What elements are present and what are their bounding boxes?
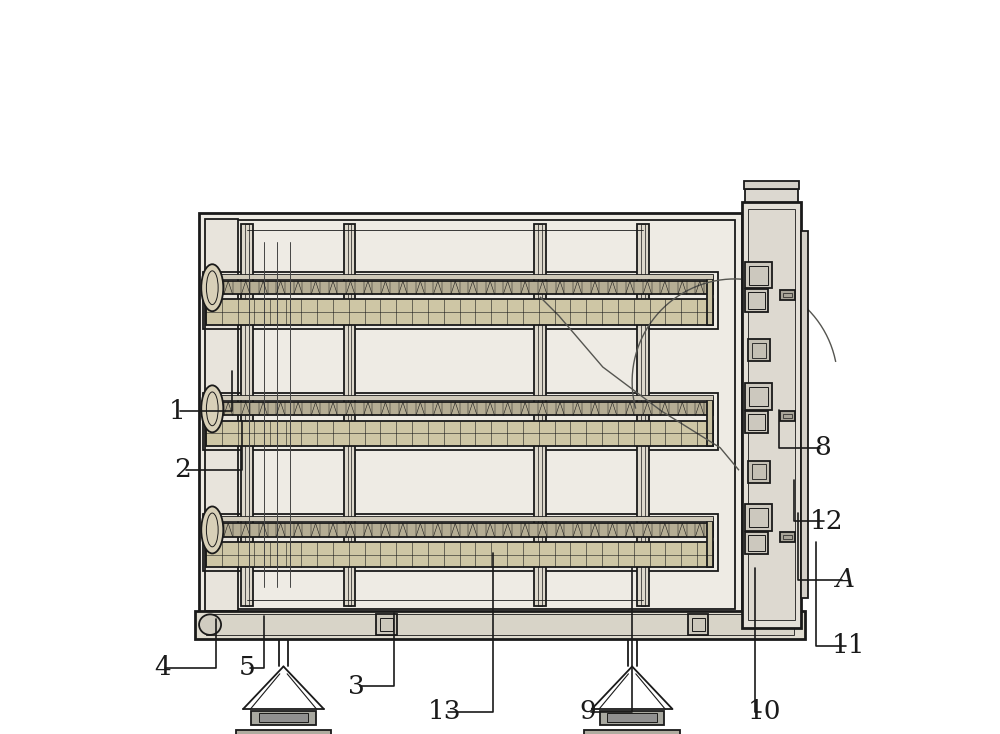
Bar <box>206 516 713 521</box>
Bar <box>206 281 713 294</box>
Text: 10: 10 <box>747 700 781 724</box>
Text: 3: 3 <box>348 674 365 699</box>
Bar <box>780 290 795 300</box>
Bar <box>206 274 713 279</box>
Bar <box>199 213 742 617</box>
Text: 9: 9 <box>580 700 596 724</box>
Bar <box>748 413 765 430</box>
Bar <box>783 414 792 418</box>
Text: 2: 2 <box>174 457 191 482</box>
Bar <box>688 614 708 635</box>
Ellipse shape <box>201 264 223 311</box>
Text: 4: 4 <box>154 655 171 680</box>
Bar <box>742 202 801 628</box>
Text: 12: 12 <box>810 509 843 534</box>
Bar <box>607 713 657 722</box>
Ellipse shape <box>201 385 223 432</box>
Bar <box>692 618 705 631</box>
Text: A: A <box>835 567 854 592</box>
Bar <box>745 289 768 312</box>
Bar <box>206 402 713 415</box>
Bar <box>205 219 238 611</box>
Bar <box>259 713 308 722</box>
Bar <box>745 410 768 433</box>
Bar <box>752 464 766 479</box>
Bar <box>251 711 316 725</box>
Bar <box>748 292 765 309</box>
Bar <box>744 181 799 189</box>
Bar <box>348 224 351 606</box>
Bar <box>206 299 713 325</box>
Bar <box>637 224 649 606</box>
Bar <box>203 514 718 571</box>
Bar <box>206 395 713 400</box>
Bar <box>600 711 664 725</box>
Bar <box>245 224 249 606</box>
Bar <box>206 421 713 446</box>
Text: 1: 1 <box>169 399 185 424</box>
Bar <box>707 277 713 325</box>
Bar <box>780 532 795 542</box>
Bar <box>749 387 768 406</box>
Bar <box>748 461 770 483</box>
Text: 11: 11 <box>832 633 865 658</box>
Bar <box>745 504 772 531</box>
Bar <box>203 272 718 329</box>
Bar <box>707 398 713 446</box>
Bar <box>344 224 355 606</box>
Bar <box>745 262 772 288</box>
Bar <box>783 535 792 539</box>
Bar <box>538 224 542 606</box>
Bar <box>376 614 397 635</box>
Text: 13: 13 <box>428 700 462 724</box>
Bar <box>801 231 808 598</box>
Bar <box>584 730 680 734</box>
Bar <box>195 611 805 639</box>
Bar <box>752 344 766 358</box>
Bar <box>236 730 331 734</box>
Bar <box>534 224 546 606</box>
Bar <box>745 531 768 554</box>
Bar <box>749 266 768 285</box>
Bar <box>748 339 770 362</box>
Bar <box>748 534 765 551</box>
Bar <box>203 393 718 450</box>
Bar <box>749 508 768 527</box>
Bar <box>745 189 798 202</box>
Bar <box>241 224 253 606</box>
Bar <box>745 383 772 410</box>
Bar <box>380 618 393 631</box>
Bar <box>783 293 792 297</box>
Bar <box>206 523 713 537</box>
Bar <box>748 209 795 620</box>
Ellipse shape <box>199 614 221 635</box>
Text: 8: 8 <box>815 435 831 460</box>
Bar <box>206 220 735 609</box>
Bar <box>206 614 794 635</box>
Bar <box>707 519 713 567</box>
Bar <box>206 542 713 567</box>
Ellipse shape <box>201 506 223 553</box>
Bar <box>641 224 645 606</box>
Text: 5: 5 <box>238 655 255 680</box>
Bar <box>780 411 795 421</box>
